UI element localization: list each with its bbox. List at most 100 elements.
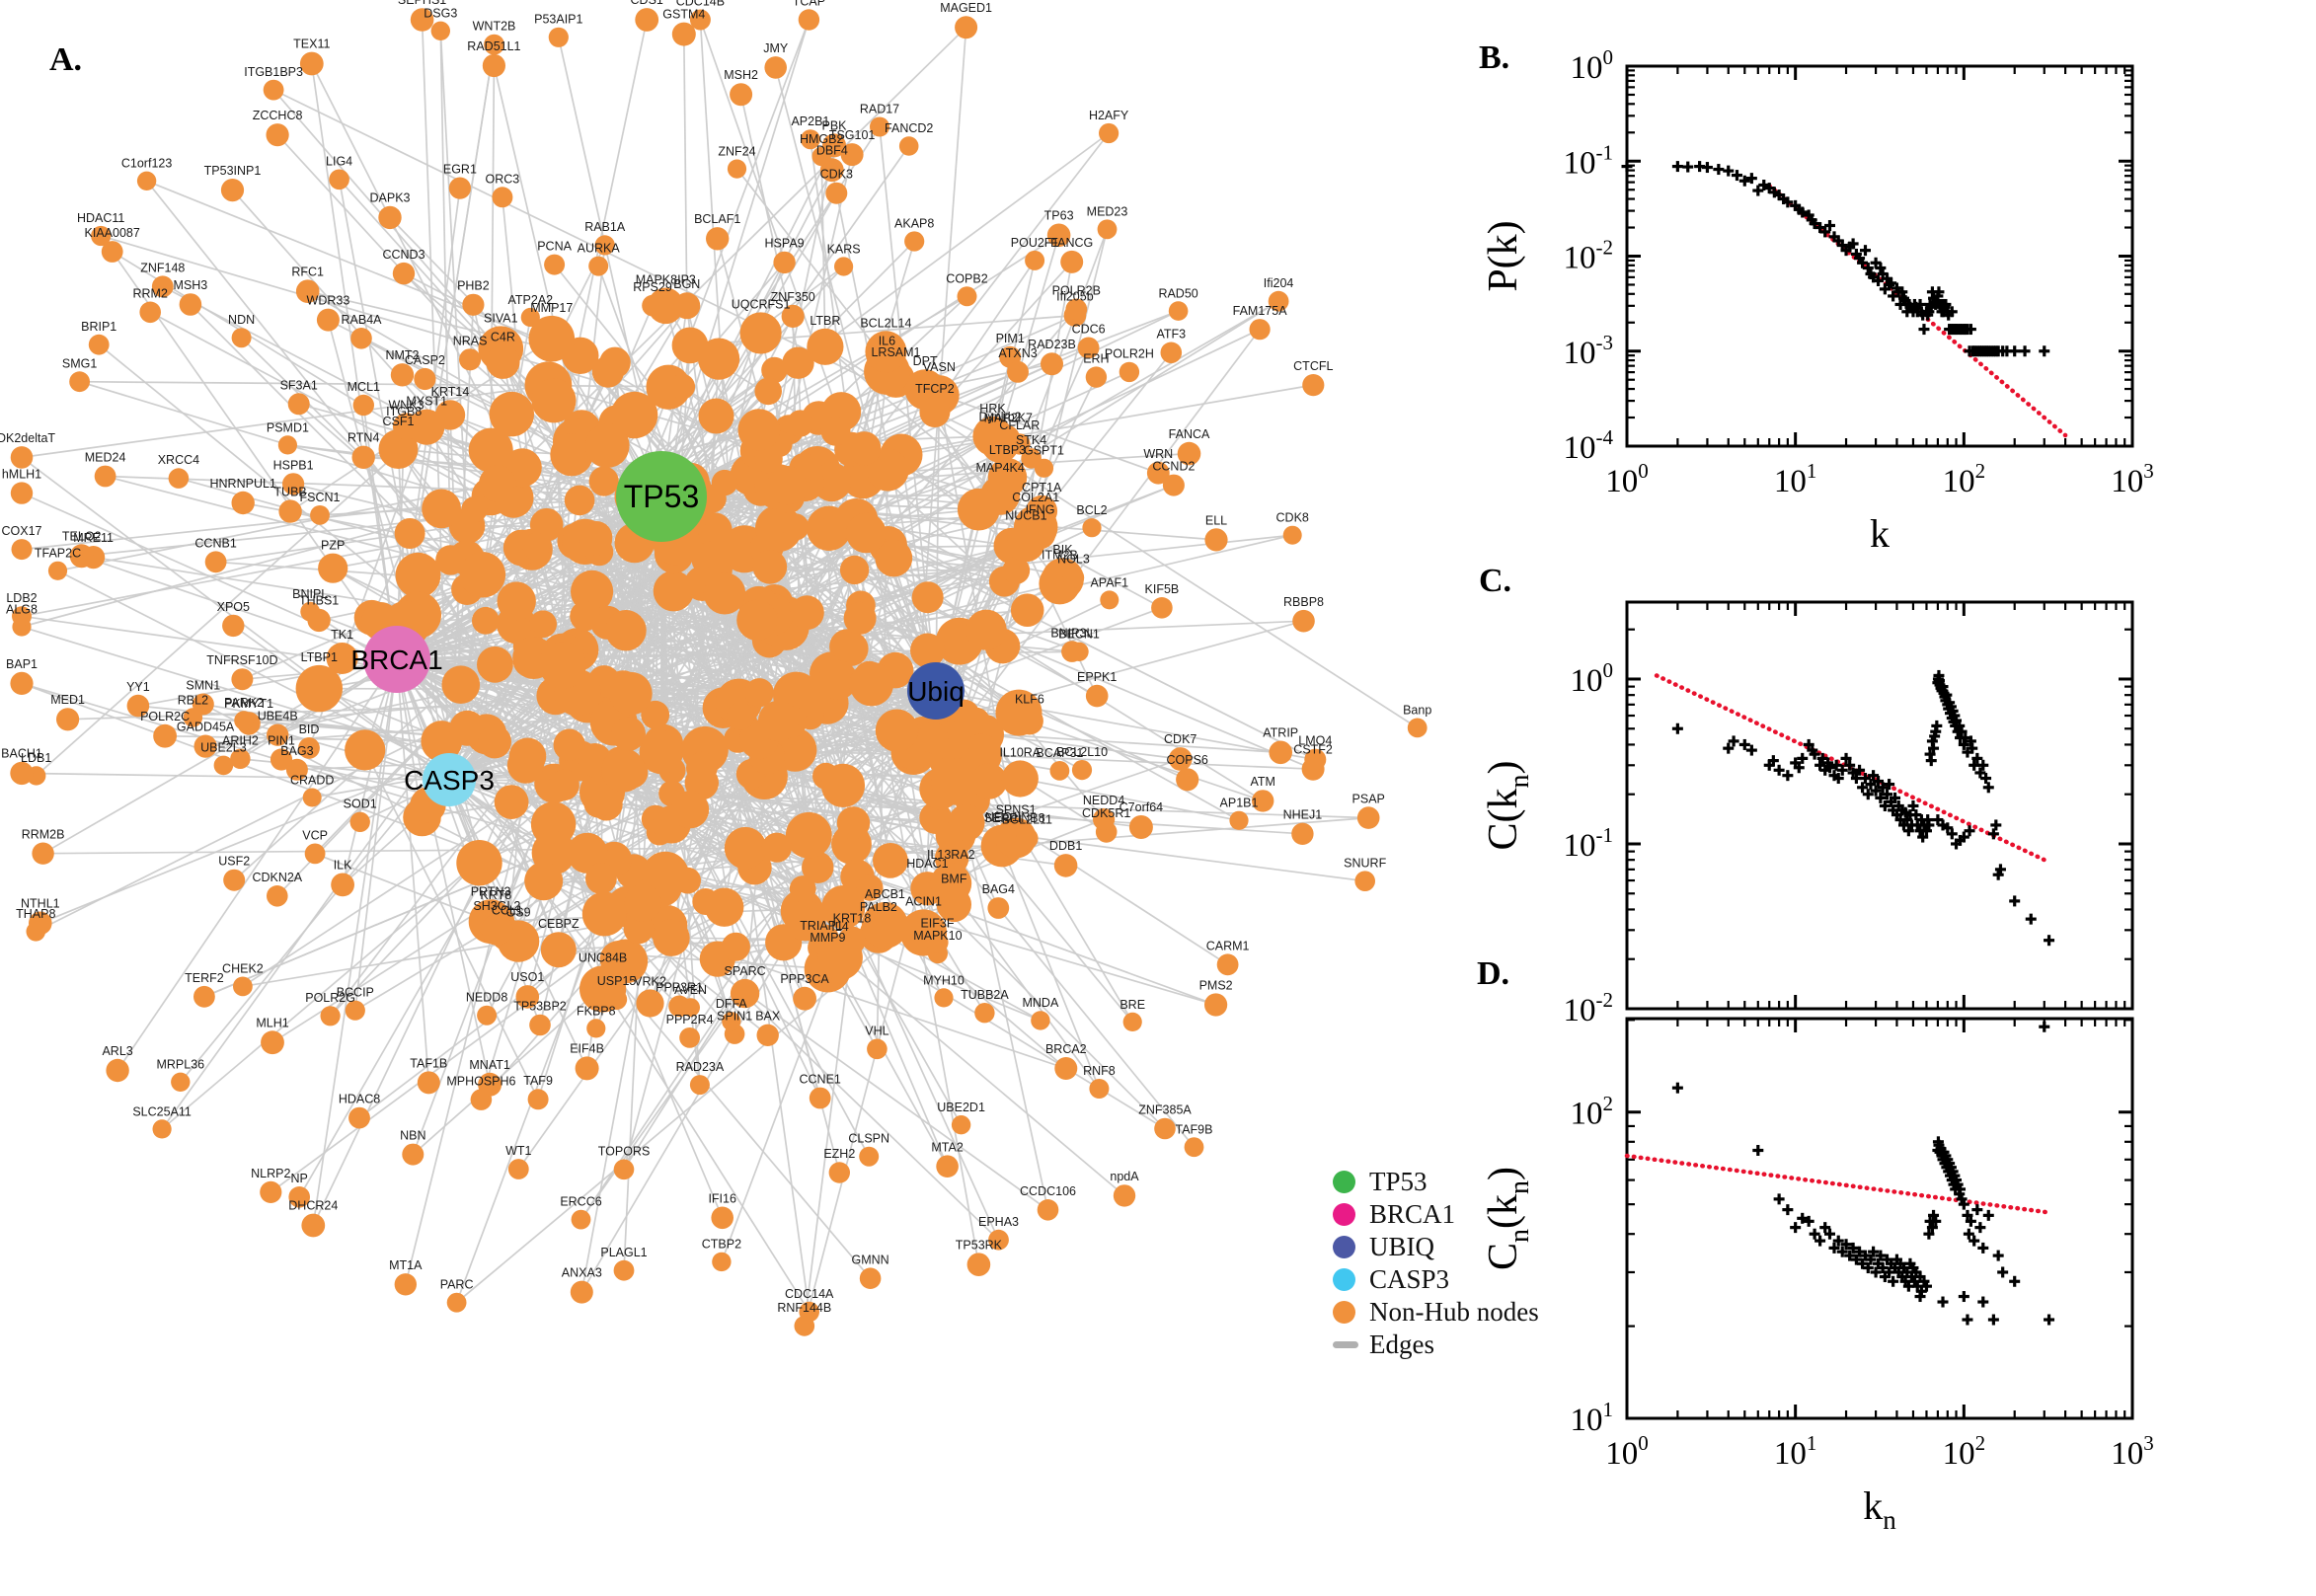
svg-text:DFFA: DFFA (716, 997, 748, 1011)
svg-text:P53AIP1: P53AIP1 (534, 13, 582, 27)
svg-text:USO1: USO1 (510, 970, 544, 984)
svg-text:NTHL1: NTHL1 (21, 897, 60, 911)
axis-ticks (1627, 66, 2132, 446)
svg-text:102: 102 (1571, 1092, 1614, 1132)
svg-text:AURKA: AURKA (578, 242, 621, 256)
svg-text:ZNF24: ZNF24 (718, 145, 755, 159)
svg-text:NDN: NDN (228, 313, 255, 327)
svg-text:ANXA3: ANXA3 (562, 1266, 602, 1280)
svg-text:C4R: C4R (491, 331, 515, 344)
svg-text:BRIP1: BRIP1 (81, 320, 116, 334)
svg-text:SNURF: SNURF (1344, 856, 1386, 870)
svg-text:NRAS: NRAS (453, 334, 488, 347)
svg-text:RBBP8: RBBP8 (1283, 595, 1324, 609)
svg-text:COL2A1: COL2A1 (1012, 491, 1059, 504)
svg-text:GSTM4: GSTM4 (662, 8, 705, 22)
svg-text:PLAGL1: PLAGL1 (600, 1246, 647, 1259)
svg-text:RRM2B: RRM2B (22, 828, 65, 842)
svg-text:HSPB1: HSPB1 (273, 458, 314, 472)
svg-text:ILK: ILK (334, 859, 352, 873)
svg-text:CRADD: CRADD (290, 774, 334, 788)
svg-text:NEDD8: NEDD8 (466, 991, 507, 1005)
svg-text:BRCA1: BRCA1 (350, 645, 442, 675)
legend-item-edges: Edges (1333, 1329, 1539, 1361)
svg-text:MAGED1: MAGED1 (940, 1, 992, 15)
svg-text:TAF9B: TAF9B (1176, 1122, 1213, 1136)
svg-text:VRK2: VRK2 (634, 974, 666, 988)
svg-text:CSTF2: CSTF2 (1293, 743, 1333, 757)
svg-text:MPHOSPH6: MPHOSPH6 (446, 1074, 515, 1088)
svg-text:MCL1: MCL1 (347, 380, 380, 394)
svg-text:CDC6: CDC6 (1072, 323, 1106, 337)
svg-text:UQCRFS1: UQCRFS1 (732, 297, 791, 311)
svg-text:ARL3: ARL3 (102, 1044, 132, 1058)
svg-text:BRCA2: BRCA2 (1045, 1042, 1087, 1056)
svg-text:CCND3: CCND3 (382, 248, 425, 262)
svg-text:HDAC8: HDAC8 (339, 1093, 380, 1106)
svg-text:TFAP2C: TFAP2C (35, 547, 81, 561)
svg-text:MRE11: MRE11 (73, 531, 114, 545)
svg-text:ABCB1: ABCB1 (865, 887, 905, 901)
svg-text:MT1A: MT1A (389, 1258, 423, 1272)
hub-TP53: TP53 (616, 451, 707, 542)
x-axis-label: k (1870, 511, 1890, 556)
svg-text:MLH1: MLH1 (256, 1016, 288, 1029)
svg-text:SF3A1: SF3A1 (280, 378, 318, 392)
svg-text:CTCFL: CTCFL (1293, 359, 1333, 373)
svg-text:RRM2: RRM2 (132, 287, 167, 301)
svg-text:CSF1: CSF1 (383, 415, 415, 428)
hub-UBIQ: Ubiq (907, 662, 965, 720)
svg-text:USP15: USP15 (597, 974, 637, 988)
legend-label: UBIQ (1369, 1232, 1434, 1262)
svg-text:100: 100 (1571, 45, 1614, 86)
plot-frame (1627, 66, 2132, 446)
svg-text:YY1: YY1 (126, 680, 150, 694)
svg-text:EIF4B: EIF4B (570, 1041, 604, 1055)
svg-text:RNF8: RNF8 (1083, 1064, 1116, 1078)
svg-text:MED24: MED24 (85, 451, 126, 465)
svg-text:UBE2D1: UBE2D1 (937, 1101, 985, 1114)
node-swatch-icon (1333, 1203, 1355, 1226)
svg-text:EZH2: EZH2 (823, 1147, 855, 1161)
svg-text:TNFRSF10D: TNFRSF10D (206, 653, 277, 667)
legend-label: BRCA1 (1369, 1199, 1455, 1230)
edge-swatch-icon (1333, 1341, 1358, 1348)
svg-text:LRSAM1: LRSAM1 (871, 345, 920, 359)
node-swatch-icon (1333, 1268, 1355, 1291)
svg-text:Ifi205b: Ifi205b (1056, 289, 1094, 303)
svg-text:CDK8: CDK8 (1276, 511, 1309, 525)
svg-text:LTBR: LTBR (810, 314, 840, 328)
svg-text:TFCP2: TFCP2 (915, 382, 955, 396)
svg-text:DSG3: DSG3 (424, 7, 457, 21)
node-swatch-icon (1333, 1171, 1355, 1193)
svg-text:ZNF385A: ZNF385A (1138, 1103, 1192, 1117)
svg-text:PARC: PARC (440, 1278, 474, 1292)
svg-text:103: 103 (2111, 1431, 2154, 1472)
svg-text:ATRIP: ATRIP (1263, 725, 1298, 739)
svg-text:DBF4: DBF4 (816, 143, 848, 157)
svg-text:CASP2: CASP2 (405, 353, 445, 367)
svg-text:BCLAF1: BCLAF1 (694, 212, 740, 226)
svg-text:102: 102 (1943, 459, 1986, 499)
svg-text:ZNF148: ZNF148 (140, 262, 185, 275)
svg-text:MED23: MED23 (1087, 204, 1128, 218)
svg-text:EPHA3: EPHA3 (978, 1215, 1019, 1229)
svg-text:TAF1B: TAF1B (410, 1056, 447, 1070)
svg-text:SMG1: SMG1 (62, 356, 97, 370)
svg-text:THBS1: THBS1 (299, 594, 339, 608)
svg-text:ZCCHC8: ZCCHC8 (253, 109, 303, 122)
svg-text:NLRP2: NLRP2 (251, 1167, 290, 1180)
svg-text:TP53: TP53 (624, 479, 699, 514)
legend-item-tp53: TP53 (1333, 1166, 1539, 1198)
svg-text:BAG3: BAG3 (280, 744, 313, 758)
svg-text:CDK7: CDK7 (1164, 732, 1197, 746)
svg-text:CCDC106: CCDC106 (1020, 1184, 1076, 1198)
svg-text:FANCA: FANCA (1169, 427, 1210, 441)
svg-text:Ifi204: Ifi204 (1264, 276, 1294, 290)
svg-text:100: 100 (1571, 658, 1614, 699)
node-swatch-icon (1333, 1301, 1355, 1324)
